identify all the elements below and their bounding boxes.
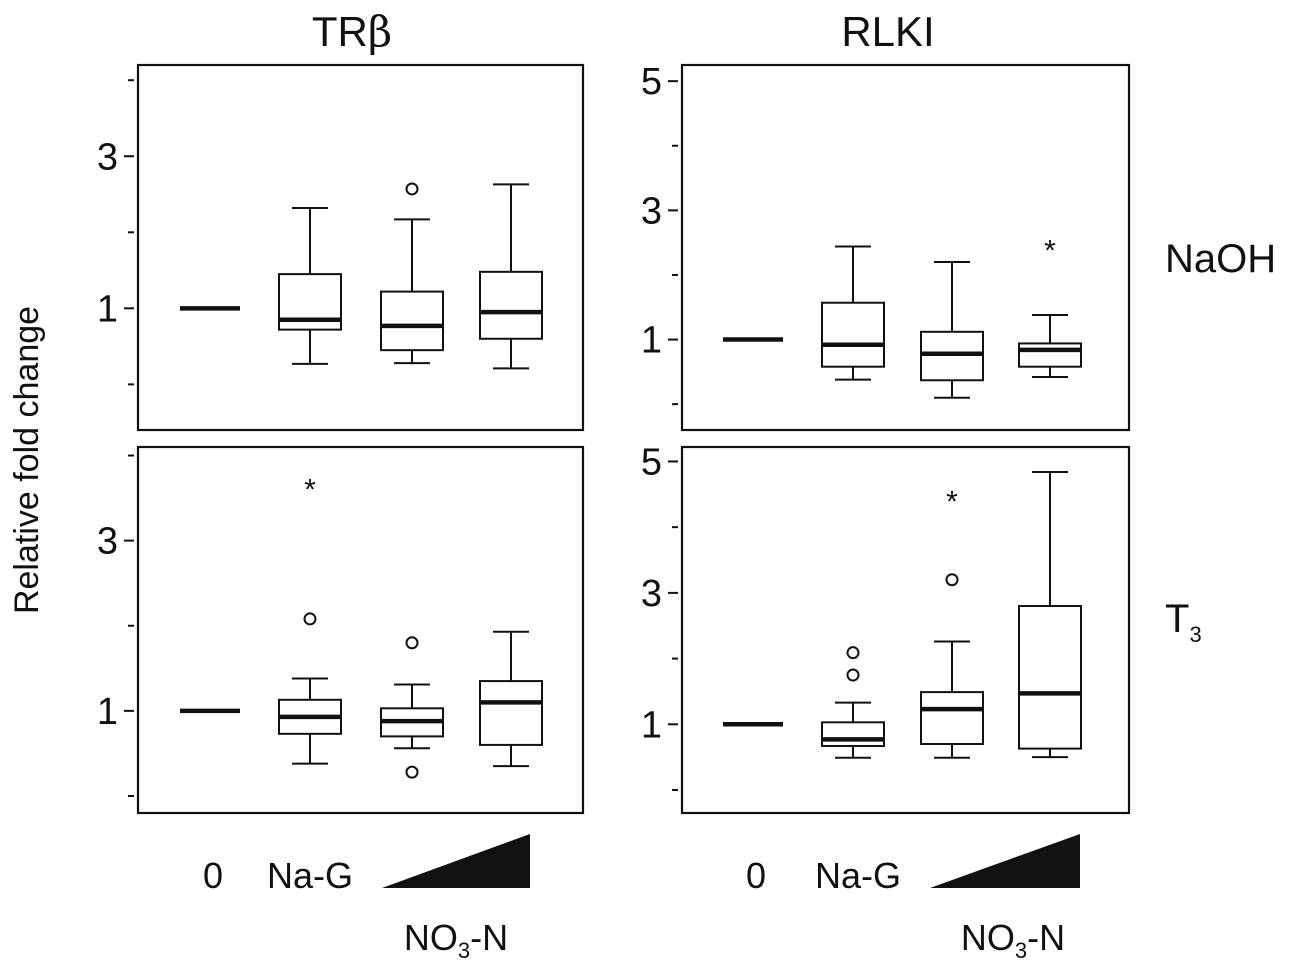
- x-label-no3-n: NO3-N: [961, 917, 1065, 963]
- extreme-outlier-mark: *: [304, 473, 316, 506]
- y-tick-label: 3: [97, 136, 118, 178]
- iqr-box: [380, 290, 444, 352]
- y-tick-label: 1: [97, 691, 118, 733]
- y-axis-label: Relative fold change: [8, 306, 46, 614]
- y-tick-label: 3: [97, 521, 118, 563]
- y-tick-label: 1: [97, 288, 118, 330]
- x-label-no3-n: NO3-N: [404, 917, 508, 963]
- column-title-rlki: RLKI: [841, 8, 934, 55]
- panel-trb-naoh: 13: [97, 63, 585, 432]
- outlier-point: [405, 182, 419, 196]
- outlier-point: [405, 765, 419, 779]
- iqr-box: [479, 680, 543, 746]
- y-tick-label: 1: [641, 320, 662, 362]
- iqr-box: [821, 721, 885, 747]
- iqr-box: [479, 270, 543, 340]
- iqr-box: [920, 691, 984, 746]
- outlier-point: [945, 573, 959, 587]
- iqr-box: [920, 330, 984, 382]
- outlier-point: [303, 612, 317, 626]
- nitrate-gradient-wedge: [382, 834, 530, 888]
- panel-frame: [680, 445, 1131, 815]
- panel-rlki-t3: 1 3 5 *: [641, 441, 1131, 815]
- y-tick-label: 5: [641, 441, 662, 483]
- outlier-point: [846, 646, 860, 660]
- y-tick-label: 3: [641, 190, 662, 232]
- x-label-na-g: Na-G: [267, 855, 353, 896]
- panel-frame: [136, 63, 585, 432]
- row-label-t3: T3: [1165, 597, 1202, 647]
- y-tick-label: 1: [641, 704, 662, 746]
- outlier-point: [846, 668, 860, 682]
- iqr-box: [821, 301, 885, 368]
- outlier-point: [405, 636, 419, 650]
- iqr-box: [1018, 605, 1082, 750]
- y-tick-label: 5: [641, 61, 662, 103]
- nitrate-gradient-wedge: [930, 834, 1080, 888]
- x-label-zero: 0: [746, 855, 766, 896]
- x-label-zero: 0: [203, 855, 223, 896]
- extreme-outlier-mark: *: [946, 486, 958, 519]
- x-label-na-g: Na-G: [815, 855, 901, 896]
- panel-frame: [680, 63, 1131, 432]
- y-tick-label: 3: [641, 573, 662, 615]
- panel-frame: [136, 445, 585, 815]
- row-label-naoh: NaOH: [1165, 237, 1276, 281]
- panel-rlki-naoh: 1 3 5 *: [641, 61, 1131, 432]
- panel-trb-t3: 1 3 *: [97, 445, 585, 815]
- iqr-box: [1018, 342, 1082, 368]
- column-title-trb: TRβ: [312, 7, 392, 56]
- extreme-outlier-mark: *: [1044, 235, 1056, 268]
